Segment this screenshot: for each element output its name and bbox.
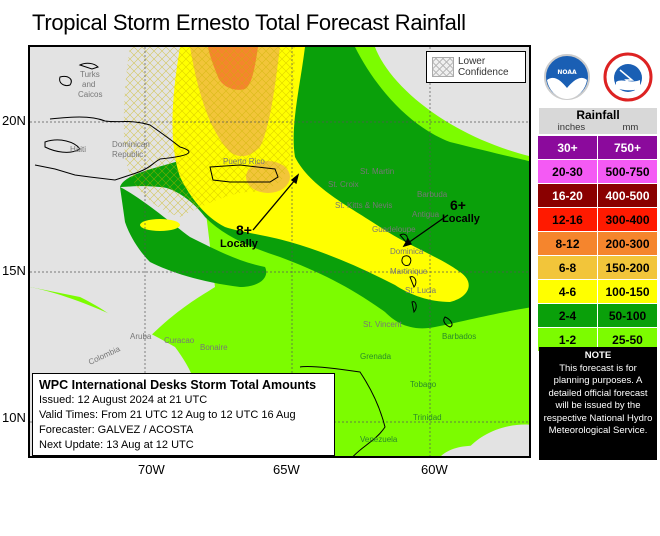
label-barbados: Barbados: [442, 332, 476, 341]
hatch-swatch-icon: [432, 57, 454, 77]
label-grenada: Grenada: [360, 352, 392, 361]
legend-row: 12-16 300-400: [538, 208, 658, 231]
annotation-8-plus: 8+: [236, 222, 252, 238]
legend-cell-inches: 1-2: [538, 328, 597, 351]
annotation-6-plus: 6+: [450, 197, 466, 213]
label-bonaire: Bonaire: [200, 343, 228, 352]
lat-label-10n: 10N: [2, 410, 26, 425]
label-dominica: Dominica: [390, 247, 424, 256]
label-puerto-rico: Puerto Rico: [223, 157, 265, 166]
agency-logos: NOAA: [540, 52, 655, 102]
label-st-lucia: St. Lucia: [405, 286, 437, 295]
legend-unit-inches: inches: [557, 122, 586, 133]
label-guadeloupe: Guadeloupe: [372, 225, 416, 234]
label-curacao: Curacao: [164, 336, 195, 345]
legend-cell-mm: 400-500: [598, 184, 657, 207]
noaa-logo-icon: NOAA: [544, 54, 590, 100]
label-tobago: Tobago: [410, 380, 437, 389]
lon-label-60w: 60W: [421, 462, 448, 477]
map-title: Tropical Storm Ernesto Total Forecast Ra…: [32, 10, 466, 35]
legend-row: 8-12 200-300: [538, 232, 658, 255]
legend-row: 16-20 400-500: [538, 184, 658, 207]
legend-row: 30+ 750+: [538, 136, 658, 159]
rainfall-legend: Rainfall inches mm 30+ 750+ 20-30 500-750 16…: [538, 107, 658, 351]
label-turks-caicos: Turks: [80, 70, 100, 79]
legend-cell-inches: 4-6: [538, 280, 597, 303]
legend-unit-mm: mm: [622, 122, 639, 133]
lower-confidence-label: Lower Confidence: [457, 56, 509, 78]
note-box: NOTE This forecast is for planning purpo…: [539, 347, 657, 460]
info-title: WPC International Desks Storm Total Amou…: [39, 378, 317, 392]
legend-cell-inches: 20-30: [538, 160, 597, 183]
label-haiti: Haiti: [70, 145, 86, 154]
legend-cell-mm: 750+: [598, 136, 657, 159]
lower-confidence-legend: Lower Confidence: [426, 51, 526, 83]
legend-row: 20-30 500-750: [538, 160, 658, 183]
label-dominican-republic-2: Republic: [112, 150, 143, 159]
label-aruba: Aruba: [130, 332, 152, 341]
note-text: This forecast is for planning purposes. …: [543, 362, 653, 437]
nws-logo-icon: [603, 52, 653, 102]
legend-header: Rainfall inches mm: [538, 107, 658, 135]
legend-cell-inches: 12-16: [538, 208, 597, 231]
label-st-kitts-nevis: St. Kitts & Nevis: [335, 201, 392, 210]
annotation-6-plus-label: Locally: [442, 213, 481, 225]
note-title: NOTE: [584, 350, 612, 361]
legend-cell-mm: 200-300: [598, 232, 657, 255]
svg-text:NOAA: NOAA: [557, 69, 577, 76]
label-turks-caicos-3: Caicos: [78, 90, 102, 99]
forecaster-text: Forecaster: GALVEZ / ACOSTA: [39, 424, 194, 436]
lat-label-15n: 15N: [2, 263, 26, 278]
legend-cell-mm: 150-200: [598, 256, 657, 279]
label-martinique: Martinique: [390, 267, 428, 276]
lat-label-20n: 20N: [2, 113, 26, 128]
legend-row: 4-6 100-150: [538, 280, 658, 303]
label-st-croix: St. Croix: [328, 180, 359, 189]
legend-cell-inches: 30+: [538, 136, 597, 159]
annotation-8-plus-label: Locally: [220, 238, 259, 250]
label-turks-caicos-2: and: [82, 80, 95, 89]
legend-cell-mm: 100-150: [598, 280, 657, 303]
legend-title: Rainfall: [576, 108, 620, 122]
legend-cell-mm: 50-100: [598, 304, 657, 327]
label-trinidad: Trinidad: [413, 413, 442, 422]
legend-cell-inches: 16-20: [538, 184, 597, 207]
legend-cell-inches: 8-12: [538, 232, 597, 255]
legend-cell-mm: 500-750: [598, 160, 657, 183]
label-st-vincent: St. Vincent: [363, 320, 402, 329]
label-st-martin: St. Martin: [360, 167, 394, 176]
lon-label-65w: 65W: [273, 462, 300, 477]
legend-cell-mm: 300-400: [598, 208, 657, 231]
label-barbuda: Barbuda: [417, 190, 448, 199]
legend-row: 2-4 50-100: [538, 304, 658, 327]
legend-row: 1-2 25-50: [538, 328, 658, 351]
label-venezuela: Venezuela: [360, 435, 398, 444]
legend-row: 6-8 150-200: [538, 256, 658, 279]
label-antigua: Antigua: [412, 210, 440, 219]
next-update-text: Next Update: 13 Aug at 12 UTC: [39, 439, 194, 451]
valid-times-text: Valid Times: From 21 UTC 12 Aug to 12 UT…: [39, 409, 296, 421]
label-dominican-republic: Dominican: [112, 140, 150, 149]
issued-text: Issued: 12 August 2024 at 21 UTC: [39, 394, 208, 406]
legend-cell-mm: 25-50: [598, 328, 657, 351]
legend-cell-inches: 2-4: [538, 304, 597, 327]
lon-label-70w: 70W: [138, 462, 165, 477]
legend-cell-inches: 6-8: [538, 256, 597, 279]
forecast-info-box: WPC International Desks Storm Total Amou…: [32, 373, 335, 456]
